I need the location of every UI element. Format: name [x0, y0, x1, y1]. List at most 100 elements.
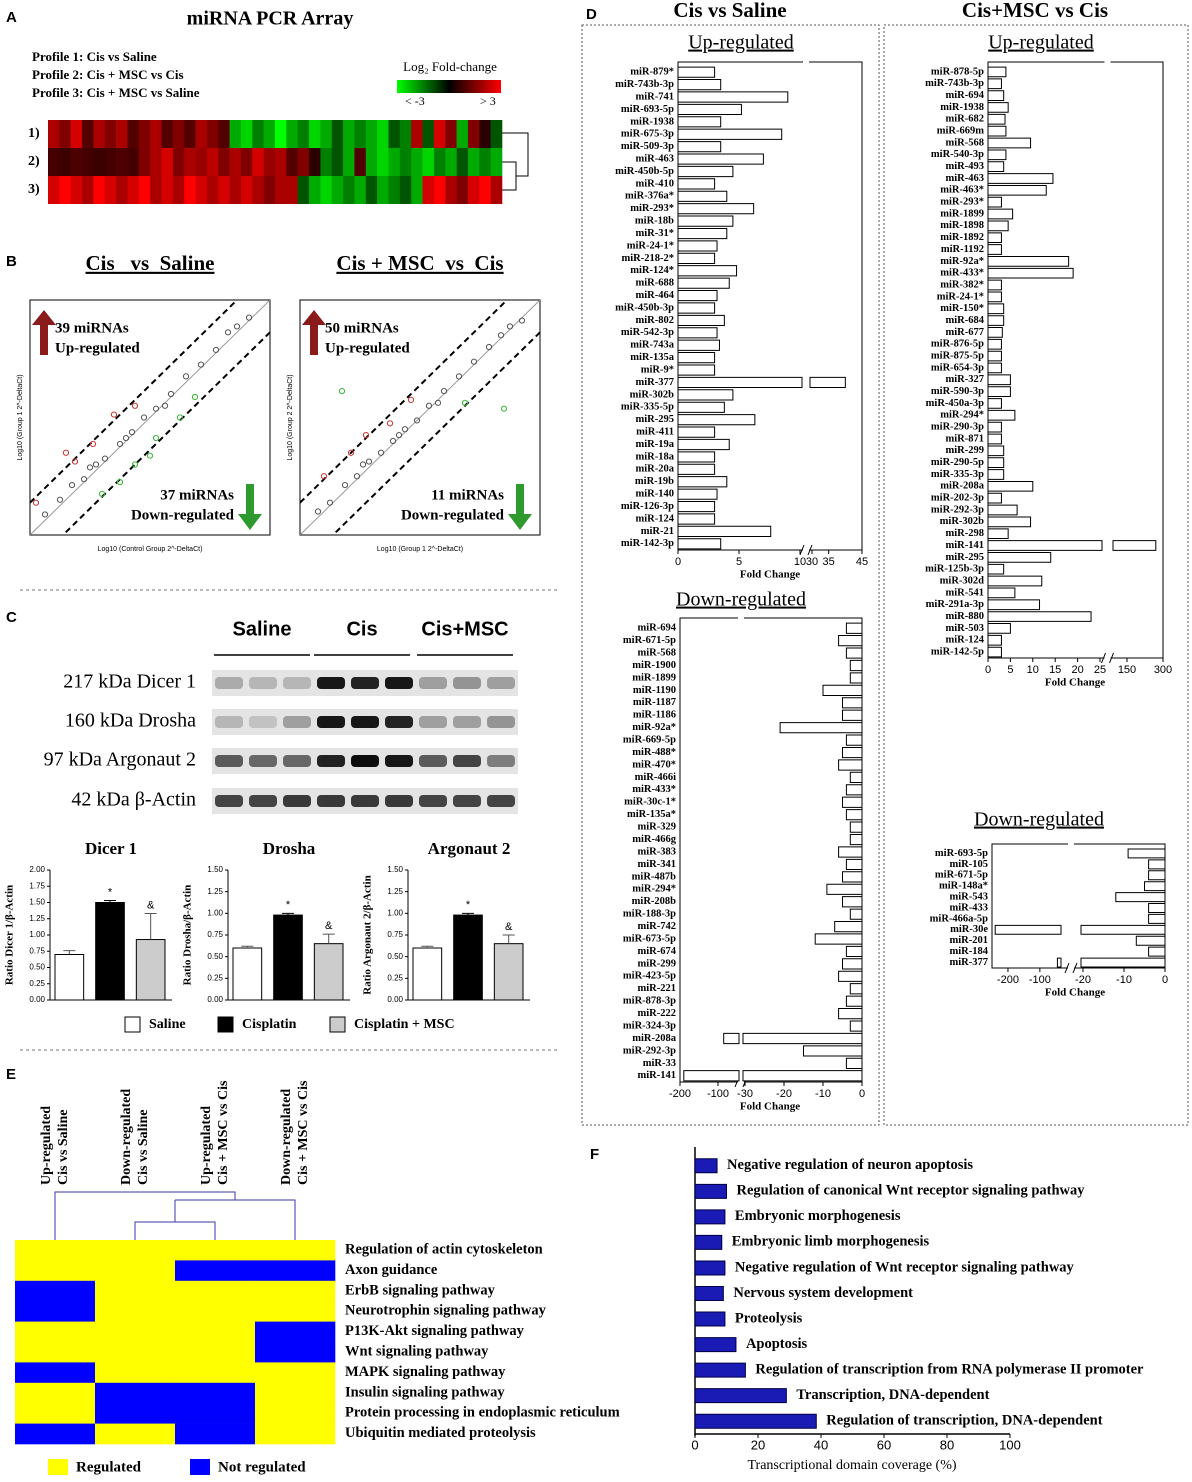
bar	[987, 457, 1005, 468]
category-label: miR-292-3p	[623, 1045, 676, 1056]
category-label: miR-126-3p	[621, 501, 674, 512]
category-label: miR-693-5p	[621, 104, 674, 115]
blot-row-label: 97 kDa Argonaut 2	[44, 749, 196, 771]
blot-band	[351, 795, 379, 807]
category-label: miR-450a-3p	[926, 398, 984, 409]
bar	[1148, 859, 1166, 870]
category-label: miR-150*	[940, 303, 984, 314]
plot-frame	[987, 61, 1164, 659]
point	[98, 490, 106, 497]
bar	[987, 256, 1070, 267]
bar	[987, 445, 1005, 457]
colorbar	[397, 80, 501, 93]
row-label: ErbB signaling pathway	[345, 1282, 496, 1298]
error-bar	[241, 945, 254, 948]
bar	[987, 599, 1041, 611]
point	[131, 461, 139, 468]
bar	[677, 116, 722, 128]
blot-band	[385, 677, 413, 689]
heat-cell	[354, 176, 367, 204]
bar	[987, 409, 1016, 421]
bar	[842, 709, 863, 721]
blot-band	[215, 795, 243, 807]
category-label: miR-202-3p	[931, 493, 984, 504]
heat-cell	[229, 120, 242, 148]
bar	[849, 771, 863, 784]
category-label: miR-463*	[940, 185, 984, 196]
category-label: miR-299	[946, 445, 985, 456]
x-tick-label: 40	[814, 1437, 828, 1452]
bar-label: Regulation of transcription from RNA pol…	[755, 1361, 1144, 1377]
bar-label: Embryonic morphogenesis	[735, 1208, 901, 1224]
category-label: miR-742	[638, 921, 677, 932]
bar	[677, 103, 742, 116]
heat-cell	[59, 120, 71, 148]
heat-cell	[70, 176, 83, 204]
blot-band	[215, 755, 243, 767]
x-axis-label: Fold Change	[1045, 987, 1105, 999]
y-tick-label: 0.00	[29, 995, 45, 1004]
category-label: miR-1192	[941, 244, 984, 255]
heat-cell	[255, 1260, 336, 1282]
heat-cell	[150, 176, 162, 204]
bar	[987, 623, 1011, 634]
legend-swatch	[217, 1016, 234, 1033]
bar	[987, 492, 1002, 504]
point	[233, 323, 241, 330]
category-label: miR-92a*	[632, 722, 676, 733]
heat-cell	[116, 148, 128, 176]
point	[362, 432, 370, 439]
axis-break	[738, 616, 744, 1086]
blot-band	[419, 795, 447, 807]
panel-label: F	[590, 1146, 599, 1163]
category-label: miR-671-5p	[935, 870, 988, 881]
point	[41, 511, 49, 518]
heat-cell	[175, 1382, 256, 1404]
y-tick-label: 1.25	[29, 914, 45, 923]
category-label: miR-470*	[632, 759, 676, 770]
reference-line	[331, 331, 540, 535]
heat-cell	[297, 176, 310, 204]
heat-cell	[320, 148, 333, 176]
bar	[987, 90, 1005, 101]
bar	[987, 587, 1016, 599]
bar	[1148, 913, 1166, 924]
category-label: miR-105	[950, 859, 989, 870]
category-label: miR-290-5p	[931, 457, 984, 468]
category-label: miR-299	[638, 958, 677, 969]
annotation: Down-regulated	[131, 507, 235, 523]
category-label: miR-335-5p	[621, 402, 674, 413]
chart-title: Cis vs Saline	[86, 251, 215, 275]
error-bar	[282, 912, 294, 916]
bar	[987, 315, 1005, 326]
heat-cell	[93, 120, 106, 148]
bar	[987, 78, 1002, 90]
point	[401, 426, 409, 433]
bar	[845, 945, 863, 958]
x-tick-label: 0	[859, 1088, 865, 1100]
category-label: miR-124	[636, 513, 675, 524]
heat-cell	[116, 176, 128, 204]
bar	[677, 314, 725, 326]
bar	[232, 947, 263, 1001]
heat-cell	[263, 148, 276, 176]
axis-break-mark	[799, 544, 813, 556]
category-label: miR-503	[946, 623, 985, 634]
y-tick-label: 1.75	[29, 881, 45, 890]
blot-row-label: 160 kDa Drosha	[65, 710, 196, 732]
heat-cell	[95, 1280, 176, 1302]
legend-label: Saline	[149, 1017, 186, 1032]
category-label: miR-335-3p	[931, 469, 984, 480]
heat-cell	[252, 120, 264, 148]
category-label: miR-1899	[632, 672, 676, 683]
category-label: miR-184	[950, 946, 989, 957]
bar-label: Negative regulation of neuron apoptosis	[727, 1157, 973, 1173]
x-tick-label: 15	[1049, 664, 1061, 676]
blot-band	[249, 677, 277, 689]
point	[152, 434, 160, 442]
bar	[677, 538, 722, 550]
heat-cell	[411, 120, 423, 148]
heat-cell	[15, 1403, 96, 1424]
y-axis-label: Ratio Argonaut 2/β-Actin	[362, 875, 374, 994]
heat-cell	[161, 120, 174, 148]
